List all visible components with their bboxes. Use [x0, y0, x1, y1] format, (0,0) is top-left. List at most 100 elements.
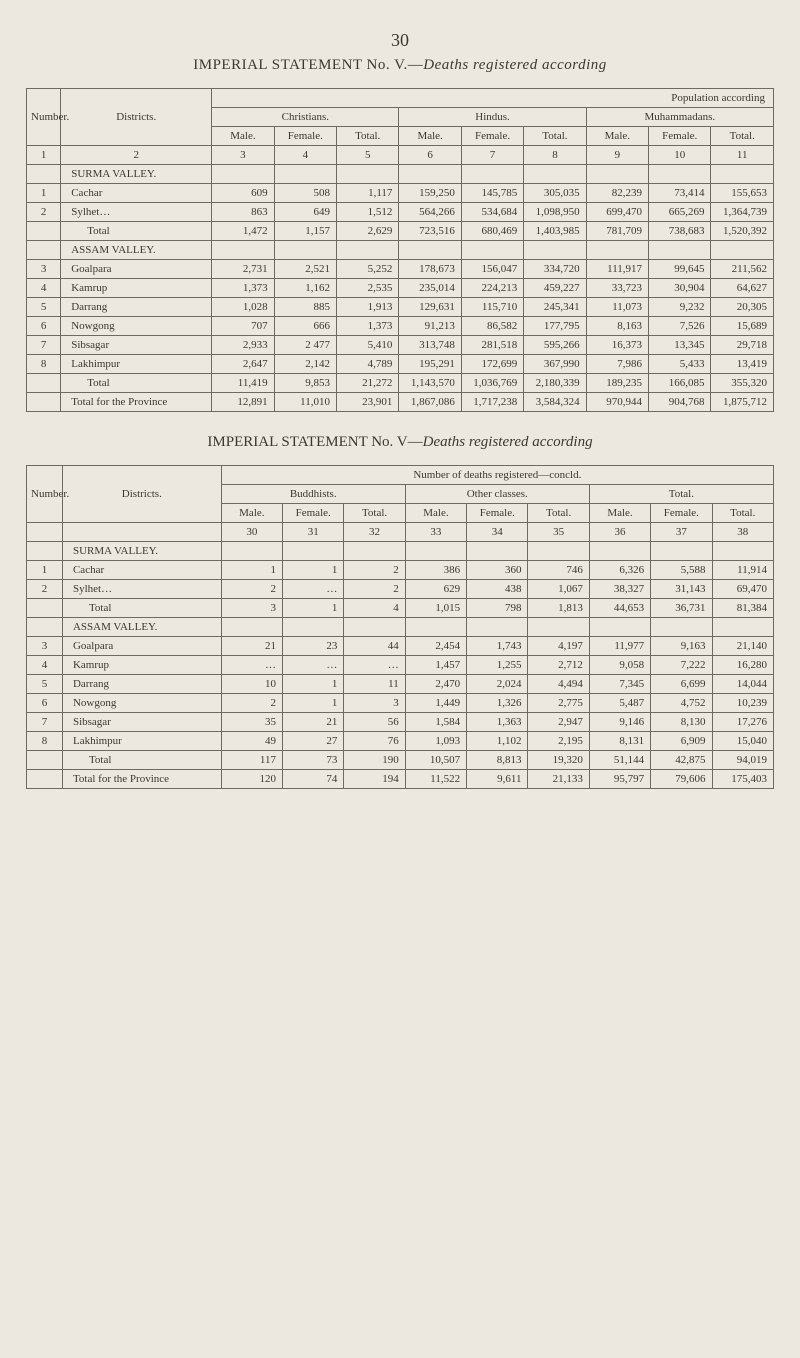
cell: 11,522 — [405, 770, 466, 789]
cell: 10 — [221, 675, 282, 694]
cell: 1,373 — [337, 317, 399, 336]
district: Cachar — [61, 184, 212, 203]
cell: 9,163 — [651, 637, 712, 656]
cell: 12,891 — [212, 393, 274, 412]
cell: 1,813 — [528, 599, 589, 618]
cell: 91,213 — [399, 317, 461, 336]
cell: 1,098,950 — [524, 203, 586, 222]
cell: 2 — [344, 580, 405, 599]
cell: 6,326 — [589, 561, 650, 580]
cell: 9,058 — [589, 656, 650, 675]
cell: 224,213 — [461, 279, 523, 298]
cell: 2,933 — [212, 336, 274, 355]
grp-total: Total. — [589, 485, 773, 504]
cell: 2,142 — [274, 355, 336, 374]
cell: 4,197 — [528, 637, 589, 656]
cell: 334,720 — [524, 260, 586, 279]
sub-female: Female. — [274, 127, 336, 146]
colnum: 5 — [337, 146, 399, 165]
cell: 120 — [221, 770, 282, 789]
colnum: 4 — [274, 146, 336, 165]
cell: 15,040 — [712, 732, 773, 751]
hdr-districts: Districts. — [62, 466, 221, 523]
colnum: 31 — [283, 523, 344, 542]
cell: 11,419 — [212, 374, 274, 393]
hdr-number: Number. — [27, 466, 63, 523]
cell: 11,010 — [274, 393, 336, 412]
cell: 81,384 — [712, 599, 773, 618]
table-row: 6Nowgong 2131,4491,3262,7755,4874,75210,… — [27, 694, 774, 713]
sub-total: Total. — [711, 127, 774, 146]
sub-total: Total. — [337, 127, 399, 146]
section-assam: ASSAM VALLEY. — [61, 241, 212, 260]
cell: 1,093 — [405, 732, 466, 751]
cell: 172,699 — [461, 355, 523, 374]
cell: 707 — [212, 317, 274, 336]
cell: 17,276 — [712, 713, 773, 732]
cell: 1,117 — [337, 184, 399, 203]
cell: 3 — [344, 694, 405, 713]
row-number: 7 — [27, 713, 63, 732]
cell: 27 — [283, 732, 344, 751]
grp-hindus: Hindus. — [399, 108, 586, 127]
cell: 21 — [283, 713, 344, 732]
cell: 386 — [405, 561, 466, 580]
cell: 9,611 — [467, 770, 528, 789]
grp-other: Other classes. — [405, 485, 589, 504]
cell: 79,606 — [651, 770, 712, 789]
cell: … — [283, 580, 344, 599]
grp-muhammadans: Muhammadans. — [586, 108, 773, 127]
cell: 1,028 — [212, 298, 274, 317]
colnum: 38 — [712, 523, 773, 542]
table-row: 4 Kamrup 1,3731,1622,535235,014224,21345… — [27, 279, 774, 298]
cell: 1 — [283, 694, 344, 713]
district: Sylhet… — [61, 203, 212, 222]
table-row: 7 Sibsagar 2,9332 4775,410313,748281,518… — [27, 336, 774, 355]
district: Sylhet… — [62, 580, 221, 599]
cell: 355,320 — [711, 374, 774, 393]
district: Sibsagar — [62, 713, 221, 732]
cell: 1 — [283, 599, 344, 618]
district: Kamrup — [61, 279, 212, 298]
cell: 360 — [467, 561, 528, 580]
colnum: 36 — [589, 523, 650, 542]
label-total-province: Total for the Province — [62, 770, 221, 789]
cell: 2,180,339 — [524, 374, 586, 393]
title-a-italic: Deaths registered according — [423, 57, 606, 73]
hdr-population-according: Population according — [212, 89, 774, 108]
cell: 1,512 — [337, 203, 399, 222]
cell: 5,487 — [589, 694, 650, 713]
cell: 15,689 — [711, 317, 774, 336]
cell: 166,085 — [649, 374, 711, 393]
cell: 666 — [274, 317, 336, 336]
row-number: 3 — [27, 637, 63, 656]
cell: 8,131 — [589, 732, 650, 751]
row-number: 3 — [27, 260, 61, 279]
row-number: 7 — [27, 336, 61, 355]
district: Darrang — [62, 675, 221, 694]
cell: 10,239 — [712, 694, 773, 713]
grand-total-row: Total for the Province 1207419411,5229,6… — [27, 770, 774, 789]
table-deaths: Number. Districts. Number of deaths regi… — [26, 465, 774, 789]
hdr-districts: Districts. — [61, 89, 212, 146]
cell: 99,645 — [649, 260, 711, 279]
row-number: 4 — [27, 656, 63, 675]
cell: 2,195 — [528, 732, 589, 751]
table-row: 8Lakhimpur 4927761,0931,1022,1958,1316,9… — [27, 732, 774, 751]
cell: 1,743 — [467, 637, 528, 656]
colnum: 8 — [524, 146, 586, 165]
sub-female: Female. — [651, 504, 712, 523]
cell: 195,291 — [399, 355, 461, 374]
row-number: 2 — [27, 580, 63, 599]
sub-male: Male. — [212, 127, 274, 146]
cell: 129,631 — [399, 298, 461, 317]
table-title-b: IMPERIAL STATEMENT No. V—Deaths register… — [26, 434, 774, 451]
cell: 2 477 — [274, 336, 336, 355]
label-total: Total — [62, 599, 221, 618]
page-number: 30 — [26, 30, 774, 51]
cell: 2 — [221, 694, 282, 713]
cell: 64,627 — [711, 279, 774, 298]
cell: 305,035 — [524, 184, 586, 203]
sub-female: Female. — [649, 127, 711, 146]
title-b-italic: Deaths registered according — [423, 434, 593, 450]
